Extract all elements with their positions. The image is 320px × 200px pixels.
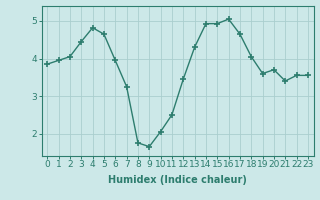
X-axis label: Humidex (Indice chaleur): Humidex (Indice chaleur) [108,175,247,185]
